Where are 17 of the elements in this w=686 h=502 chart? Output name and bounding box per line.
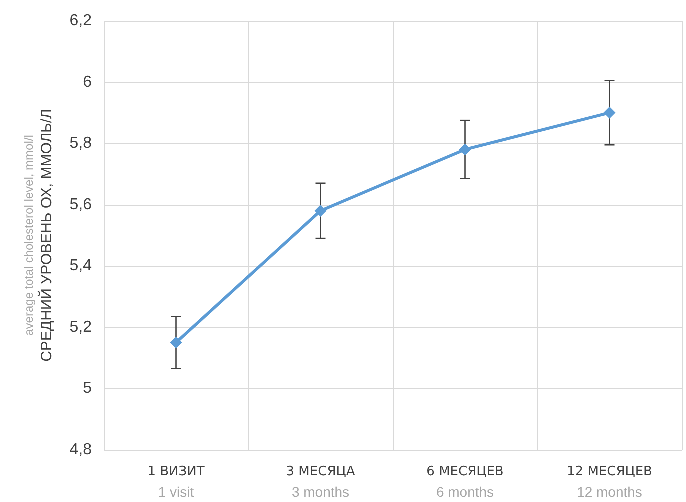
y-axis-title: average total cholesterol level, mmol/l СРЕДНИЙ УРОВЕНЬ ОХ, ММОЛЬ/Л xyxy=(22,109,56,362)
point xyxy=(459,144,472,156)
y-tick-label: 6,2 xyxy=(70,12,92,30)
point xyxy=(604,106,616,119)
x-tick-label: 3 МЕСЯЦА 3 months xyxy=(286,464,356,500)
point xyxy=(314,204,327,217)
y-tick-label: 5,6 xyxy=(70,196,92,214)
point xyxy=(170,336,182,349)
y-tick-label: 6 xyxy=(83,74,92,91)
x-tick-label: 6 МЕСЯЦЕВ 6 months xyxy=(426,464,504,500)
y-tick-label: 4,8 xyxy=(70,442,92,458)
y-tick-label: 5,2 xyxy=(70,318,92,336)
y-tick-label: 5,8 xyxy=(70,135,92,152)
y-tick-label: 5,4 xyxy=(70,258,92,275)
y-tick-label: 5 xyxy=(83,380,92,398)
x-tick-label: 1 ВИЗИТ 1 visit xyxy=(148,464,205,500)
x-tick-label: 12 МЕСЯЦЕВ 12 months xyxy=(567,464,652,500)
